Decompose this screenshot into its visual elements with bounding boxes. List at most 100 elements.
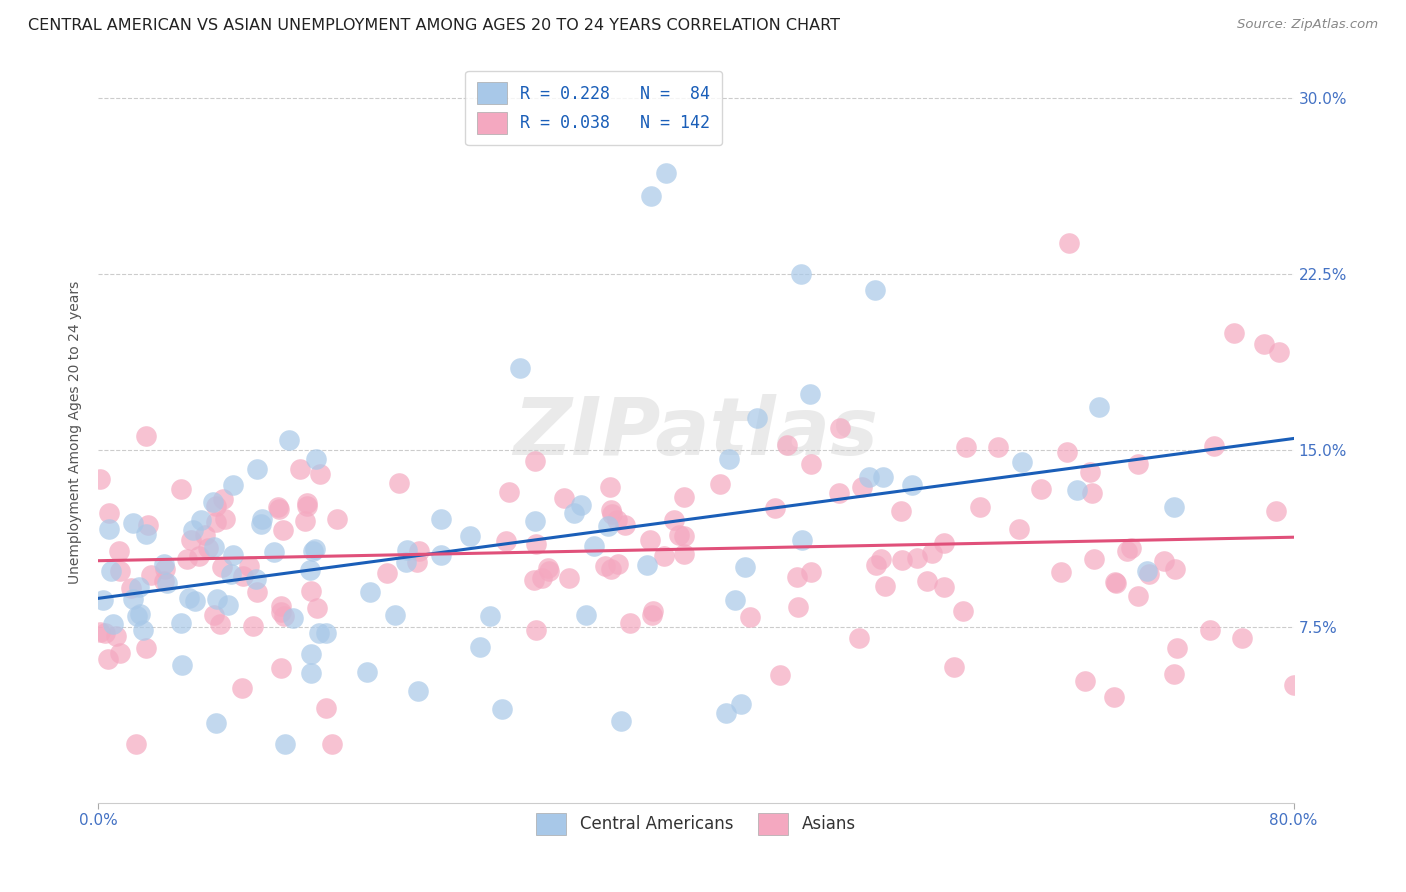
- Point: [430, 512, 453, 526]
- Point: [1104, 690, 1126, 704]
- Point: [281, 611, 304, 625]
- Point: [132, 623, 155, 637]
- Point: [1267, 344, 1289, 359]
- Point: [865, 284, 887, 298]
- Point: [430, 548, 453, 562]
- Point: [308, 626, 330, 640]
- Point: [152, 558, 174, 572]
- Point: [170, 483, 193, 497]
- Point: [1121, 541, 1143, 556]
- Point: [672, 490, 695, 504]
- Point: [135, 428, 157, 442]
- Point: [1081, 485, 1104, 500]
- Point: [172, 658, 194, 673]
- Point: [108, 544, 131, 558]
- Point: [183, 523, 205, 537]
- Point: [108, 565, 131, 579]
- Point: [278, 433, 301, 447]
- Point: [1066, 483, 1088, 497]
- Point: [619, 615, 641, 630]
- Point: [242, 618, 264, 632]
- Point: [295, 500, 318, 514]
- Point: [288, 462, 311, 476]
- Point: [600, 562, 623, 576]
- Point: [569, 499, 592, 513]
- Point: [395, 543, 418, 558]
- Point: [943, 659, 966, 673]
- Point: [304, 541, 326, 556]
- Point: [94, 626, 117, 640]
- Point: [269, 502, 291, 516]
- Point: [479, 608, 502, 623]
- Point: [187, 549, 209, 564]
- Point: [1232, 631, 1254, 645]
- Point: [250, 516, 273, 531]
- Point: [100, 564, 122, 578]
- Point: [128, 580, 150, 594]
- Point: [1105, 575, 1128, 590]
- Point: [1282, 678, 1305, 692]
- Point: [873, 579, 896, 593]
- Point: [1078, 465, 1101, 479]
- Point: [122, 591, 145, 606]
- Point: [1163, 666, 1185, 681]
- Point: [652, 549, 675, 564]
- Point: [575, 608, 598, 623]
- Point: [1128, 589, 1150, 603]
- Point: [848, 631, 870, 645]
- Point: [120, 582, 142, 596]
- Point: [934, 580, 956, 594]
- Point: [135, 527, 157, 541]
- Point: [1223, 326, 1246, 340]
- Point: [274, 737, 297, 751]
- Point: [458, 529, 481, 543]
- Point: [1049, 565, 1071, 579]
- Point: [321, 737, 343, 751]
- Point: [1136, 565, 1159, 579]
- Point: [1056, 445, 1078, 459]
- Point: [828, 485, 851, 500]
- Point: [104, 629, 127, 643]
- Point: [315, 701, 337, 715]
- Point: [523, 454, 546, 468]
- Point: [97, 522, 120, 536]
- Point: [325, 511, 347, 525]
- Point: [614, 517, 637, 532]
- Point: [606, 513, 628, 527]
- Point: [600, 503, 623, 517]
- Point: [101, 617, 124, 632]
- Point: [176, 552, 198, 566]
- Point: [1204, 439, 1226, 453]
- Point: [155, 575, 177, 590]
- Point: [491, 702, 513, 716]
- Point: [851, 480, 873, 494]
- Point: [709, 476, 731, 491]
- Point: [799, 387, 821, 401]
- Point: [1166, 640, 1188, 655]
- Point: [734, 560, 756, 574]
- Point: [643, 604, 665, 618]
- Point: [108, 646, 131, 660]
- Point: [905, 550, 928, 565]
- Point: [194, 528, 217, 542]
- Point: [309, 467, 332, 482]
- Point: [125, 737, 148, 751]
- Point: [1029, 482, 1052, 496]
- Point: [1011, 455, 1033, 469]
- Point: [273, 609, 295, 624]
- Point: [640, 189, 662, 203]
- Point: [301, 544, 323, 558]
- Point: [932, 536, 955, 550]
- Point: [211, 491, 233, 506]
- Point: [356, 665, 378, 679]
- Point: [219, 566, 242, 581]
- Point: [865, 558, 887, 572]
- Point: [769, 668, 792, 682]
- Point: [125, 609, 148, 624]
- Point: [153, 574, 176, 589]
- Point: [238, 558, 260, 573]
- Point: [800, 565, 823, 579]
- Point: [204, 607, 226, 622]
- Point: [270, 599, 292, 613]
- Point: [205, 516, 228, 530]
